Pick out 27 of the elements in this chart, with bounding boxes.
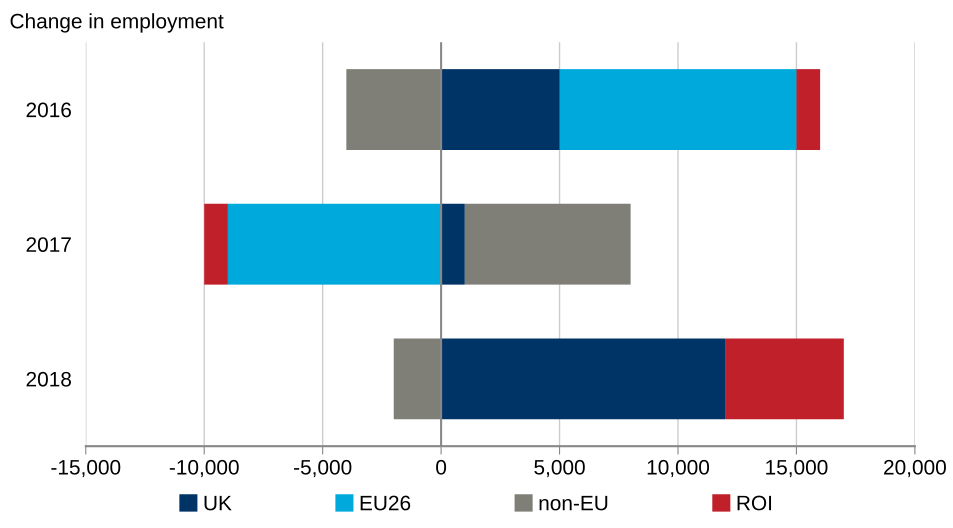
x-tick-label: 15,000	[766, 460, 828, 478]
y-tick-label: 2017	[26, 237, 71, 252]
x-tick-label: -15,000	[51, 460, 120, 478]
legend-label: non-EU	[540, 496, 608, 510]
y-tick-label: 2016	[26, 102, 71, 118]
bar	[441, 204, 465, 285]
bar	[394, 338, 442, 420]
bar	[796, 69, 820, 150]
bar	[464, 204, 631, 285]
bar	[441, 338, 726, 420]
legend-label: UK	[204, 496, 232, 510]
legend-label: ROI	[738, 496, 772, 510]
x-tick-label: -10,000	[170, 460, 239, 478]
bar	[441, 69, 560, 150]
bar	[346, 69, 442, 150]
legend-label: EU26	[360, 496, 410, 510]
bar	[560, 69, 796, 150]
x-tick-label: 0	[436, 460, 446, 475]
chart-title: Change in employment	[10, 13, 224, 33]
y-tick-label: 2018	[26, 372, 71, 387]
bar	[725, 338, 844, 420]
x-tick-label: 10,000	[648, 460, 710, 478]
x-tick-label: 5,000	[534, 460, 585, 478]
x-tick-label: 20,000	[884, 460, 946, 478]
x-tick-label: -5,000	[294, 460, 352, 478]
bar	[228, 204, 442, 285]
bar	[204, 204, 228, 285]
